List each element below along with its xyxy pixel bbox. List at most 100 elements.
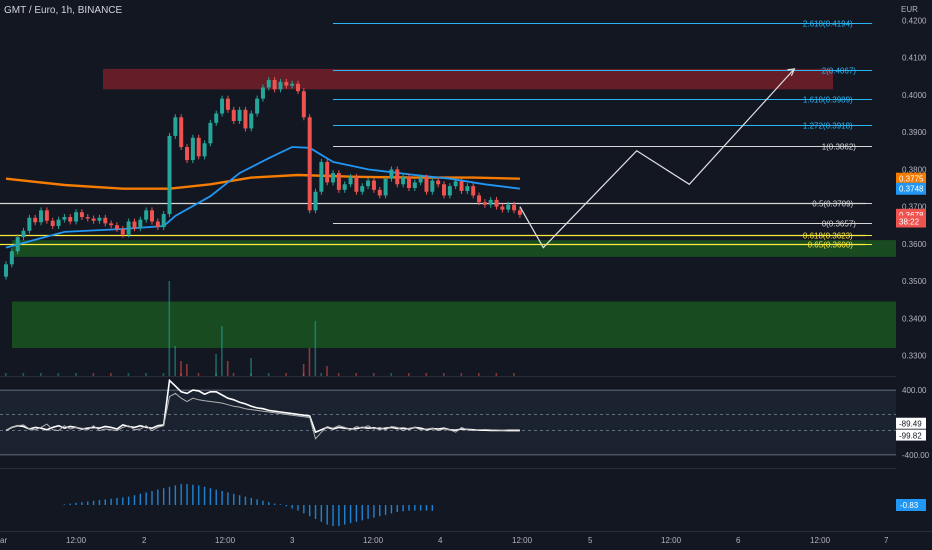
time-tick-label: 12:00 (363, 536, 384, 545)
time-tick-label: 2 (142, 536, 147, 545)
candle-body (307, 117, 312, 211)
histogram-bar (390, 505, 393, 514)
candle-body (336, 173, 341, 190)
candle-body (243, 109, 248, 129)
time-tick-label: 4 (438, 536, 443, 545)
fib-level-label: 0.618(0.3623) (803, 232, 853, 241)
histogram-bar (396, 505, 398, 512)
time-tick-label: 12:00 (215, 536, 236, 545)
price-label-text: 0.3775 (899, 175, 924, 184)
candle-body (44, 210, 49, 221)
time-tick-label: 7 (884, 536, 889, 545)
volume-bar (232, 373, 235, 376)
oscillator-level-text: -89.49 (899, 420, 922, 429)
candle-body (15, 237, 20, 252)
histogram-bar (174, 485, 177, 505)
candle-body (68, 217, 73, 222)
candle-body (401, 176, 406, 185)
candle-body (179, 117, 184, 148)
candle-body (91, 218, 96, 221)
candle-body (512, 204, 517, 211)
volume-bar (355, 373, 357, 376)
volume-bar (215, 354, 217, 376)
candle-body (494, 199, 499, 207)
price-tick-label: 0.4100 (902, 54, 927, 63)
volume-bar (495, 373, 498, 376)
volume-bar (390, 373, 393, 376)
histogram-bar (104, 499, 106, 505)
histogram-bar (98, 500, 101, 505)
histogram-bar (233, 493, 235, 505)
oscillator-level-box (896, 417, 926, 429)
histogram-bar (139, 493, 142, 505)
histogram-bar (273, 503, 276, 505)
price-tick-label: 0.3900 (902, 128, 927, 137)
volume-bar (186, 364, 188, 376)
price-label-box (896, 172, 926, 185)
candle-body (255, 98, 260, 114)
candle-body (155, 221, 160, 228)
oscillator-series-line (5, 392, 520, 440)
candle-body (4, 264, 8, 277)
time-tick-label: 6 (736, 536, 741, 545)
chart-title: GMT / Euro, 1h, BINANCE (4, 5, 123, 16)
volume-bar (326, 366, 328, 376)
volume-bar (267, 373, 270, 376)
candle-body (126, 221, 131, 235)
volume-bar (320, 373, 322, 376)
candle-body (27, 217, 32, 231)
candle-body (97, 217, 102, 221)
time-tick-label: ar (0, 536, 7, 545)
histogram-bar (361, 505, 363, 521)
candle-body (225, 98, 230, 110)
candle-body (506, 204, 511, 210)
time-tick-label: 12:00 (661, 536, 682, 545)
histogram-bar (408, 505, 410, 511)
candle-body (313, 191, 318, 211)
fib-level-label: 2.618(0.4194) (803, 20, 853, 29)
volume-bar (92, 373, 95, 376)
volume-bar (372, 373, 375, 376)
candle-body (173, 117, 178, 136)
volume-bar (425, 373, 428, 376)
candle-body (260, 87, 265, 99)
candle-body (272, 80, 277, 90)
histogram-bar (268, 502, 270, 505)
histogram-bar (151, 491, 153, 505)
volume-bar (180, 373, 182, 376)
price-label-text: 38:22 (899, 218, 920, 227)
histogram-bar (373, 505, 375, 518)
time-tick-label: 12:00 (810, 536, 831, 545)
candle-body (85, 217, 90, 219)
price-label-text: 0.3678 (899, 211, 924, 220)
volume-bar (168, 281, 171, 376)
volume-bar (443, 373, 445, 376)
supply-zone (103, 68, 833, 90)
volume-bar (75, 373, 77, 376)
fib-level-label: 0.65(0.3600) (808, 241, 854, 250)
candle-body (144, 210, 149, 220)
candle-body (342, 184, 347, 190)
candle-body (436, 180, 441, 185)
time-tick-label: 12:00 (66, 536, 87, 545)
candle-body (383, 178, 388, 196)
volume-bar (180, 361, 182, 376)
oscillator-level-text: -99.82 (899, 432, 922, 441)
candle-body (354, 176, 359, 192)
candle-body (430, 180, 435, 192)
candle-body (477, 195, 482, 203)
histogram-bar (419, 505, 422, 511)
volume-bar (215, 373, 217, 376)
candle-body (74, 212, 79, 222)
histogram-bar (320, 505, 323, 522)
volume-bar (478, 373, 480, 376)
histogram-bar (425, 505, 428, 511)
candle-body (301, 91, 306, 118)
candle-body (482, 202, 487, 205)
histogram-bar (262, 500, 264, 505)
candle-body (453, 181, 458, 187)
demand-upper-zone (12, 240, 896, 257)
histogram-bar (314, 505, 317, 519)
price-scale-area (896, 0, 932, 550)
